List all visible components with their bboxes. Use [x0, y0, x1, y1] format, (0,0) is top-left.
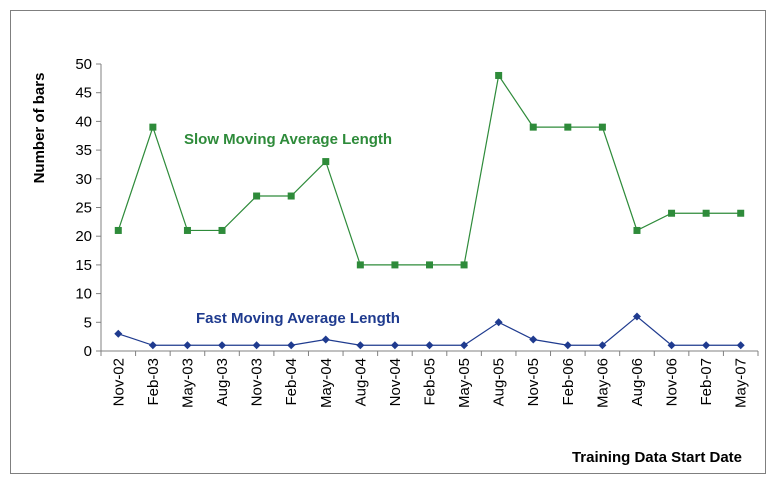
- data-point-slow: [564, 123, 572, 131]
- y-tick-label: 5: [84, 314, 92, 331]
- data-point-slow: [460, 261, 468, 269]
- data-point-slow: [322, 158, 330, 166]
- y-tick-label: 50: [75, 56, 92, 73]
- y-tick-label: 40: [75, 113, 92, 130]
- data-point-fast: [148, 341, 157, 350]
- data-point-slow: [183, 226, 191, 234]
- series-label-fast: Fast Moving Average Length: [196, 310, 400, 327]
- x-tick-label: Feb-06: [560, 358, 577, 406]
- data-point-slow: [114, 226, 122, 234]
- x-tick-label: Nov-06: [664, 358, 681, 406]
- data-point-slow: [287, 192, 295, 200]
- y-tick-label: 20: [75, 228, 92, 245]
- x-tick-label: Feb-05: [422, 358, 439, 406]
- x-tick-label: Aug-05: [491, 358, 508, 406]
- data-point-fast: [183, 341, 192, 350]
- data-point-fast: [702, 341, 711, 350]
- x-tick-label: Feb-04: [283, 358, 300, 406]
- data-point-fast: [460, 341, 469, 350]
- data-point-slow: [529, 123, 537, 131]
- x-tick-label: May-03: [179, 358, 196, 408]
- y-tick-label: 25: [75, 200, 92, 217]
- plot-area: 0 5 10 15 20 25 30 35 40 45 50 Nov-02 Feb-03 May-03 Au…: [75, 56, 759, 408]
- x-tick-label: Aug-03: [214, 358, 231, 406]
- data-point-slow: [253, 192, 261, 200]
- x-tick-label: Aug-06: [629, 358, 646, 406]
- data-point-fast: [736, 341, 745, 350]
- x-tick-label: May-05: [456, 358, 473, 408]
- x-tick-label: Nov-05: [525, 358, 542, 406]
- y-tick-label: 45: [75, 85, 92, 102]
- data-point-fast: [529, 335, 538, 344]
- series-label-slow: Slow Moving Average Length: [184, 131, 392, 148]
- data-point-slow: [702, 209, 710, 217]
- y-tick-label: 0: [84, 343, 92, 360]
- series-line-slow: [117, 73, 741, 266]
- data-point-fast: [114, 329, 123, 338]
- x-tick-label: Feb-07: [698, 358, 715, 406]
- data-point-slow: [218, 226, 226, 234]
- x-tick-label: Nov-04: [387, 358, 404, 406]
- data-point-slow: [737, 209, 745, 217]
- data-point-slow: [598, 123, 606, 131]
- y-tick-label: 30: [75, 171, 92, 188]
- x-tick-label: May-07: [733, 358, 750, 408]
- x-tick-label: May-04: [318, 358, 335, 408]
- x-axis-title: Training Data Start Date: [572, 449, 742, 466]
- data-point-slow: [495, 71, 503, 79]
- data-point-fast: [425, 341, 434, 350]
- data-point-slow: [633, 226, 641, 234]
- data-point-fast: [321, 335, 330, 344]
- y-tick-label: 15: [75, 257, 92, 274]
- data-point-fast: [563, 341, 572, 350]
- data-point-fast: [356, 341, 365, 350]
- y-tick-label: 10: [75, 286, 92, 303]
- x-tick-label: Nov-03: [249, 358, 266, 406]
- data-point-fast: [494, 318, 503, 327]
- y-tick-label: 35: [75, 142, 92, 159]
- data-point-fast: [287, 341, 296, 350]
- y-axis-title: Number of bars: [31, 73, 48, 184]
- data-point-fast: [598, 341, 607, 350]
- data-point-fast: [667, 341, 676, 350]
- data-point-fast: [252, 341, 261, 350]
- data-point-slow: [356, 261, 364, 269]
- x-tick-label: Aug-04: [352, 358, 369, 406]
- data-point-slow: [391, 261, 399, 269]
- data-point-slow: [149, 123, 157, 131]
- x-tick-label: May-06: [594, 358, 611, 408]
- x-tick-label: Feb-03: [145, 358, 162, 406]
- data-point-slow: [426, 261, 433, 269]
- chart-frame: [10, 10, 766, 474]
- data-point-fast: [218, 341, 227, 350]
- x-tick-label: Nov-02: [110, 358, 127, 406]
- data-point-slow: [668, 209, 676, 217]
- data-point-fast: [390, 341, 399, 350]
- data-point-fast: [632, 312, 641, 321]
